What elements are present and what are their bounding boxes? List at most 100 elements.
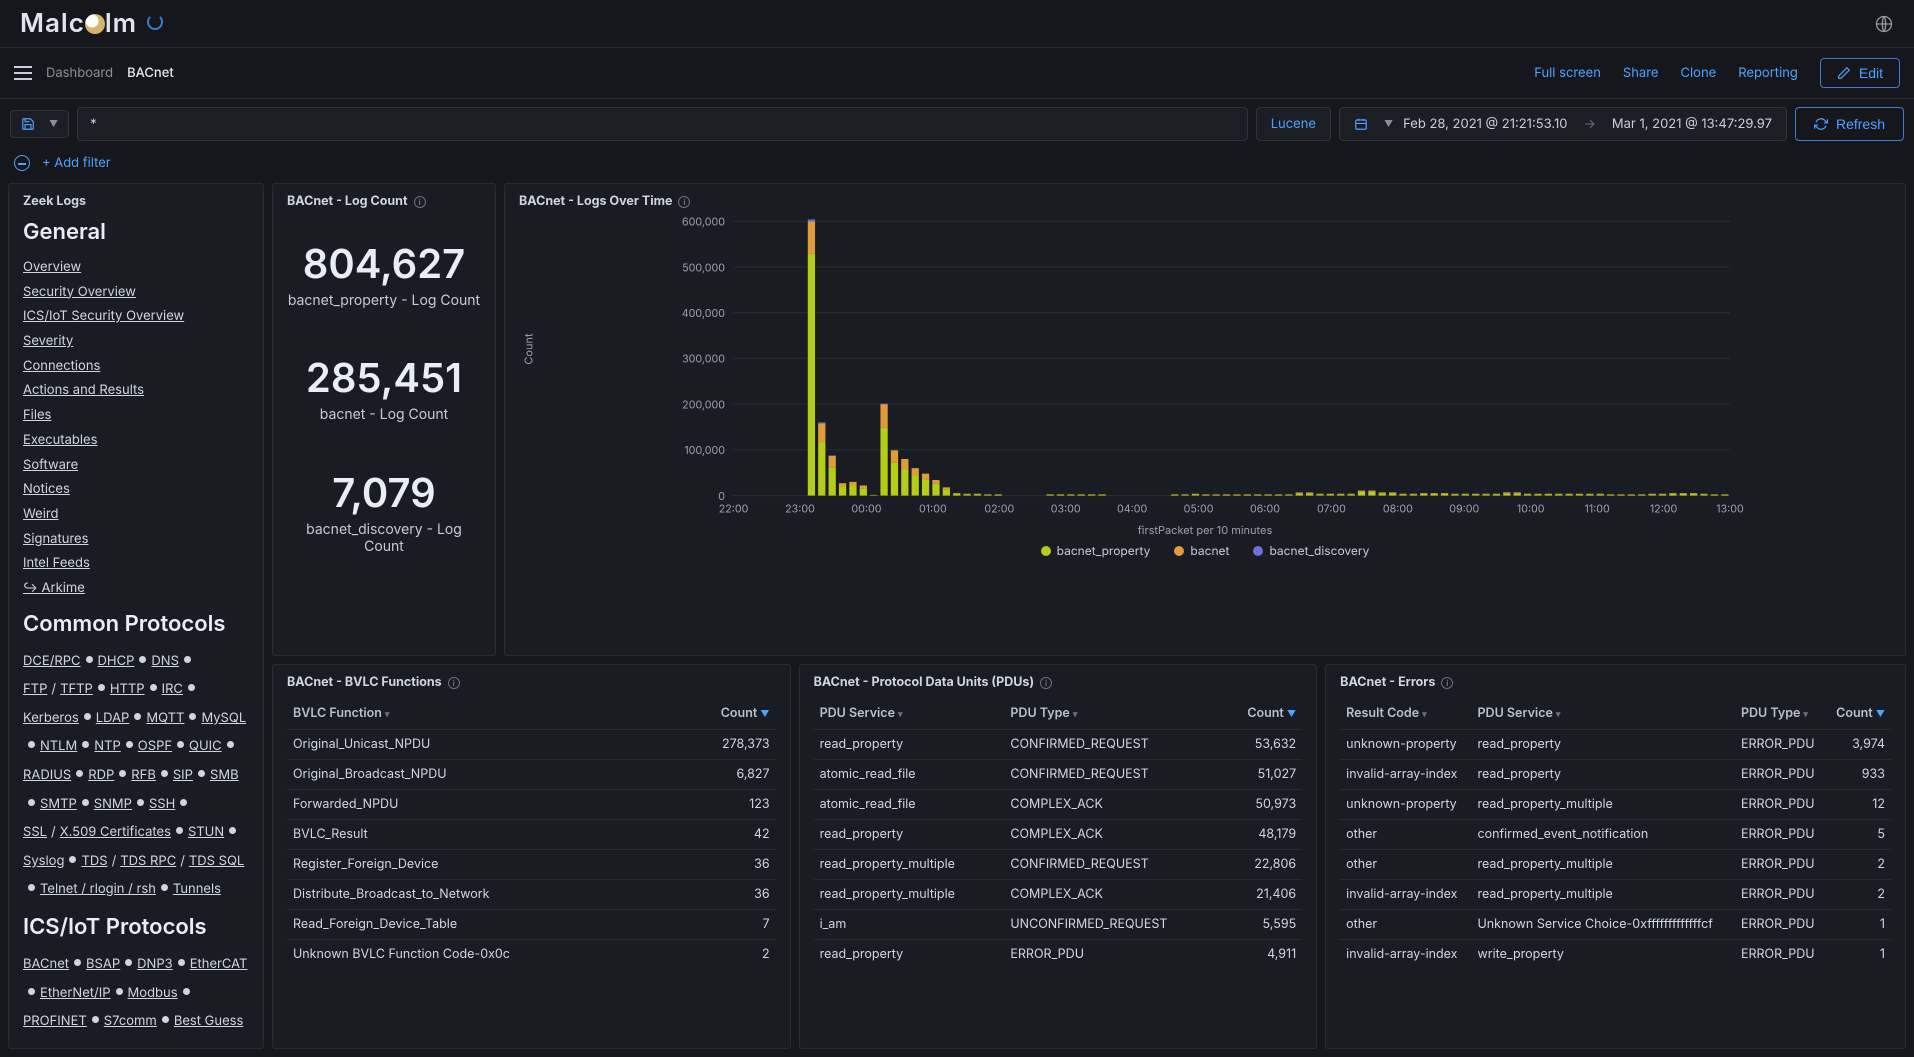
- protocol-link[interactable]: QUIC: [189, 738, 222, 754]
- protocol-link[interactable]: RFB: [131, 767, 156, 783]
- zeek-general-link[interactable]: Intel Feeds: [23, 551, 249, 576]
- table-row[interactable]: Read_Foreign_Device_Table7: [287, 910, 776, 940]
- add-filter-link[interactable]: + Add filter: [42, 155, 111, 171]
- table-header[interactable]: Count▼: [673, 698, 776, 730]
- protocol-link[interactable]: Best Guess: [174, 1013, 244, 1029]
- table-row[interactable]: Forwarded_NPDU123: [287, 790, 776, 820]
- zeek-general-link[interactable]: Overview: [23, 255, 249, 280]
- breadcrumb-root[interactable]: Dashboard: [46, 65, 113, 81]
- legend-item[interactable]: bacnet: [1174, 543, 1229, 558]
- menu-toggle-icon[interactable]: [14, 66, 32, 80]
- protocol-link[interactable]: DHCP: [98, 653, 135, 669]
- time-range-picker[interactable]: ▼ Feb 28, 2021 @ 21:21:53.10 → Mar 1, 20…: [1339, 107, 1787, 141]
- table-row[interactable]: Original_Broadcast_NPDU6,827: [287, 760, 776, 790]
- brand-logo[interactable]: Malclm: [20, 8, 163, 39]
- table-row[interactable]: atomic_read_fileCONFIRMED_REQUEST51,027: [814, 760, 1303, 790]
- info-icon[interactable]: i: [448, 677, 460, 689]
- protocol-link[interactable]: Syslog: [23, 853, 64, 869]
- zeek-general-link[interactable]: Weird: [23, 502, 249, 527]
- protocol-link[interactable]: SNMP: [94, 796, 132, 812]
- zeek-general-link[interactable]: Actions and Results: [23, 378, 249, 403]
- protocol-link[interactable]: IRC: [162, 681, 183, 697]
- protocol-link[interactable]: HTTP: [110, 681, 145, 697]
- protocol-link[interactable]: TFTP: [60, 681, 93, 697]
- table-header[interactable]: Count▼: [1223, 698, 1302, 730]
- protocol-link[interactable]: FTP: [23, 681, 47, 697]
- logs-over-time-chart[interactable]: 0100,000200,000300,000400,000500,000600,…: [519, 217, 1891, 517]
- saved-query-menu[interactable]: ▼: [10, 110, 69, 138]
- table-row[interactable]: invalid-array-indexread_propertyERROR_PD…: [1340, 760, 1891, 790]
- clone-link[interactable]: Clone: [1681, 65, 1717, 81]
- table-row[interactable]: read_propertyCONFIRMED_REQUEST53,632: [814, 730, 1303, 760]
- legend-item[interactable]: bacnet_property: [1041, 543, 1151, 558]
- protocol-link[interactable]: TDS RPC: [120, 853, 176, 869]
- table-header[interactable]: PDU Service▾: [814, 698, 1005, 730]
- table-header[interactable]: Result Code▾: [1340, 698, 1471, 730]
- table-row[interactable]: read_property_multipleCONFIRMED_REQUEST2…: [814, 850, 1303, 880]
- protocol-link[interactable]: EtherCAT: [190, 956, 248, 972]
- protocol-link[interactable]: TDS: [81, 853, 107, 869]
- table-row[interactable]: Distribute_Broadcast_to_Network36: [287, 880, 776, 910]
- query-language-select[interactable]: Lucene: [1256, 107, 1331, 141]
- protocol-link[interactable]: Kerberos: [23, 710, 79, 726]
- protocol-link[interactable]: RDP: [88, 767, 114, 783]
- table-row[interactable]: invalid-array-indexwrite_propertyERROR_P…: [1340, 940, 1891, 970]
- protocol-link[interactable]: SMB: [210, 767, 239, 783]
- zeek-general-link[interactable]: Software: [23, 453, 249, 478]
- table-row[interactable]: unknown-propertyread_property_multipleER…: [1340, 790, 1891, 820]
- zeek-general-link[interactable]: ↪ Arkime: [23, 576, 249, 601]
- zeek-general-link[interactable]: Files: [23, 403, 249, 428]
- info-icon[interactable]: i: [1441, 677, 1453, 689]
- table-row[interactable]: i_amUNCONFIRMED_REQUEST5,595: [814, 910, 1303, 940]
- query-input[interactable]: *: [77, 107, 1248, 141]
- protocol-link[interactable]: S7comm: [104, 1013, 157, 1029]
- table-row[interactable]: unknown-propertyread_propertyERROR_PDU3,…: [1340, 730, 1891, 760]
- protocol-link[interactable]: DNP3: [137, 956, 173, 972]
- table-row[interactable]: invalid-array-indexread_property_multipl…: [1340, 880, 1891, 910]
- protocol-link[interactable]: RADIUS: [23, 767, 71, 783]
- protocol-link[interactable]: PROFINET: [23, 1013, 87, 1029]
- protocol-link[interactable]: Telnet / rlogin / rsh: [40, 881, 156, 897]
- table-row[interactable]: otherread_property_multipleERROR_PDU2: [1340, 850, 1891, 880]
- zeek-general-link[interactable]: Notices: [23, 477, 249, 502]
- table-header[interactable]: PDU Type▾: [1004, 698, 1223, 730]
- table-row[interactable]: Original_Unicast_NPDU278,373: [287, 730, 776, 760]
- table-row[interactable]: BVLC_Result42: [287, 820, 776, 850]
- zeek-general-link[interactable]: Signatures: [23, 527, 249, 552]
- protocol-link[interactable]: BSAP: [86, 956, 120, 972]
- protocol-link[interactable]: X.509 Certificates: [60, 824, 171, 840]
- table-row[interactable]: otherUnknown Service Choice-0xffffffffff…: [1340, 910, 1891, 940]
- protocol-link[interactable]: NTP: [94, 738, 121, 754]
- protocol-link[interactable]: Tunnels: [173, 881, 221, 897]
- zeek-general-link[interactable]: Security Overview: [23, 280, 249, 305]
- legend-item[interactable]: bacnet_discovery: [1253, 543, 1369, 558]
- info-icon[interactable]: i: [414, 196, 426, 208]
- protocol-link[interactable]: SSH: [149, 796, 175, 812]
- table-row[interactable]: read_property_multipleCOMPLEX_ACK21,406: [814, 880, 1303, 910]
- filter-icon[interactable]: [14, 155, 30, 171]
- zeek-general-link[interactable]: ICS/IoT Security Overview: [23, 304, 249, 329]
- table-row[interactable]: otherconfirmed_event_notificationERROR_P…: [1340, 820, 1891, 850]
- table-row[interactable]: Register_Foreign_Device36: [287, 850, 776, 880]
- info-icon[interactable]: i: [678, 196, 690, 208]
- zeek-general-link[interactable]: Executables: [23, 428, 249, 453]
- globe-icon[interactable]: [1874, 14, 1894, 34]
- protocol-link[interactable]: TDS SQL: [189, 853, 244, 869]
- info-icon[interactable]: i: [1040, 677, 1052, 689]
- protocol-link[interactable]: BACnet: [23, 956, 69, 972]
- protocol-link[interactable]: STUN: [188, 824, 224, 840]
- table-row[interactable]: read_propertyERROR_PDU4,911: [814, 940, 1303, 970]
- table-header[interactable]: PDU Service▾: [1471, 698, 1734, 730]
- protocol-link[interactable]: DNS: [151, 653, 179, 669]
- protocol-link[interactable]: OSPF: [138, 738, 172, 754]
- table-header[interactable]: Count▼: [1826, 698, 1891, 730]
- table-row[interactable]: Unknown BVLC Function Code-0x0c2: [287, 940, 776, 970]
- table-header[interactable]: BVLC Function▾: [287, 698, 673, 730]
- protocol-link[interactable]: MQTT: [146, 710, 184, 726]
- protocol-link[interactable]: SSL: [23, 824, 47, 840]
- table-row[interactable]: read_propertyCOMPLEX_ACK48,179: [814, 820, 1303, 850]
- share-link[interactable]: Share: [1623, 65, 1659, 81]
- protocol-link[interactable]: SIP: [173, 767, 193, 783]
- protocol-link[interactable]: NTLM: [40, 738, 77, 754]
- zeek-general-link[interactable]: Severity: [23, 329, 249, 354]
